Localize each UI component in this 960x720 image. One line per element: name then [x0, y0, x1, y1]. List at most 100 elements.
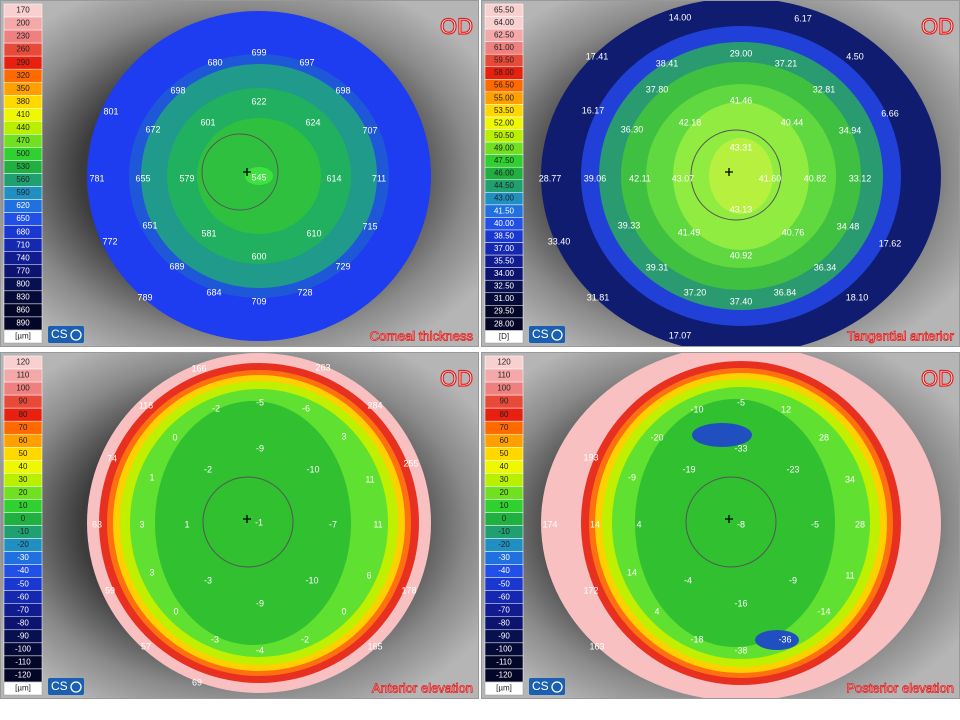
scale-label: 680	[16, 227, 30, 236]
scale-label: -100	[15, 644, 32, 653]
map-value: 11	[365, 474, 374, 484]
scale-unit: [µm]	[15, 684, 31, 693]
scale-label: 230	[16, 32, 30, 41]
map-value: -33	[734, 443, 747, 453]
scale-label: 55.00	[494, 93, 515, 102]
map-value: 39.06	[584, 173, 607, 183]
map-value: 6	[366, 570, 371, 580]
map-value: 33.12	[849, 173, 872, 183]
logo: CS	[532, 679, 549, 693]
scale-label: 120	[16, 358, 30, 367]
scale-label: 43.00	[494, 194, 515, 203]
map-value: 698	[335, 85, 350, 95]
pupil-circle	[685, 476, 777, 568]
scale-label: 40.00	[494, 219, 515, 228]
map-value: 36.30	[621, 124, 644, 134]
panel-title: Tangential anterior	[847, 328, 955, 343]
map-value: 697	[299, 57, 314, 67]
map-value: 651	[142, 220, 157, 230]
scale-label: 0	[502, 514, 507, 523]
eye-side: OD	[921, 14, 954, 39]
scale-label: -20	[498, 540, 510, 549]
scale-label: 410	[16, 110, 30, 119]
scale-label: -60	[498, 592, 510, 601]
panel-body: 14.00 6.17 17.41 38.41 29.00 37.21 4.50 37.80 41…	[481, 0, 960, 347]
map-zone	[155, 401, 351, 645]
map-value: 57	[141, 641, 151, 651]
scale-label: 31.00	[494, 294, 515, 303]
scale-label: 50.50	[494, 131, 515, 140]
scale-label: 46.00	[494, 169, 515, 178]
scale-label: 10	[500, 501, 509, 510]
scale-label: 100	[497, 384, 511, 393]
logo: CS	[532, 327, 549, 341]
map-value: -4	[684, 575, 692, 585]
scale-label: 32.50	[494, 282, 515, 291]
map-value: 16.17	[582, 105, 605, 115]
map-value: -9	[628, 472, 636, 482]
scale-label: -10	[498, 527, 510, 536]
map-value: 34.48	[837, 221, 860, 231]
map-value: 28.77	[539, 173, 562, 183]
panel-title: Anterior elevation	[372, 680, 473, 695]
map-value: 3	[139, 519, 144, 529]
map-zone	[709, 138, 773, 214]
scale-label: 60	[500, 436, 509, 445]
map-value: -9	[256, 443, 264, 453]
scale-label: 380	[16, 97, 30, 106]
scale-label: 40	[19, 462, 28, 471]
scale-label: 30	[19, 475, 28, 484]
scale-label: 41.50	[494, 206, 515, 215]
map-value: 74	[107, 453, 117, 463]
scale-label: 560	[16, 175, 30, 184]
map-value: 3	[341, 431, 346, 441]
map-value: 1	[184, 519, 189, 529]
scale-label: 58.00	[494, 68, 515, 77]
map-value: 32.81	[813, 84, 836, 94]
scale-label: 100	[16, 384, 30, 393]
map-value: 680	[207, 57, 222, 67]
scale-label: 530	[16, 162, 30, 171]
scale-label: 350	[16, 84, 30, 93]
center-cross	[243, 515, 251, 523]
map-value: 39.33	[618, 220, 641, 230]
scale-label: -110	[496, 658, 512, 667]
map-value: 6.17	[794, 13, 812, 23]
scale-label: 170	[16, 6, 30, 15]
map-value: 614	[326, 173, 341, 183]
panel-body: -5 -10 12 -20 -33 28 193 -19 -23 34 -9 174 14 4 -8 -5 28…	[481, 352, 960, 699]
map-value: 689	[169, 261, 184, 271]
scale-label: 34.00	[494, 269, 515, 278]
scale-label: 30	[500, 475, 509, 484]
map-value: 672	[145, 124, 160, 134]
map-value: 684	[206, 287, 221, 297]
scale-label: 37.00	[494, 244, 515, 253]
scale-label: 740	[16, 253, 30, 262]
map-value: 14.00	[669, 12, 692, 22]
map-value: 37.80	[646, 84, 669, 94]
map-value: -3	[204, 575, 212, 585]
scale-label: 59.50	[494, 56, 515, 65]
map-value: 41.60	[759, 173, 782, 183]
map-value: -1	[255, 517, 263, 527]
scale-label: 890	[16, 319, 30, 328]
scale-label: 110	[17, 371, 30, 380]
panel-title: Corneal thickness	[370, 328, 474, 343]
scale-label: 20	[19, 488, 28, 497]
map-value: -5	[256, 397, 264, 407]
map-value: 172	[583, 585, 598, 595]
map-value: 579	[179, 173, 194, 183]
map-zone	[245, 167, 273, 185]
scale-label: 50	[500, 449, 509, 458]
map-value: 699	[251, 47, 266, 57]
scale-label: 20	[500, 488, 509, 497]
map-value: -10	[690, 404, 703, 414]
scale-label: 770	[16, 266, 30, 275]
map-value: -2	[301, 634, 309, 644]
map-value: 28	[819, 432, 829, 442]
map-value: -9	[256, 598, 264, 608]
scale-unit: [µm]	[496, 684, 512, 693]
map-value: 43.31	[730, 142, 753, 152]
map-value: -2	[212, 403, 220, 413]
map-value: 193	[583, 452, 598, 462]
